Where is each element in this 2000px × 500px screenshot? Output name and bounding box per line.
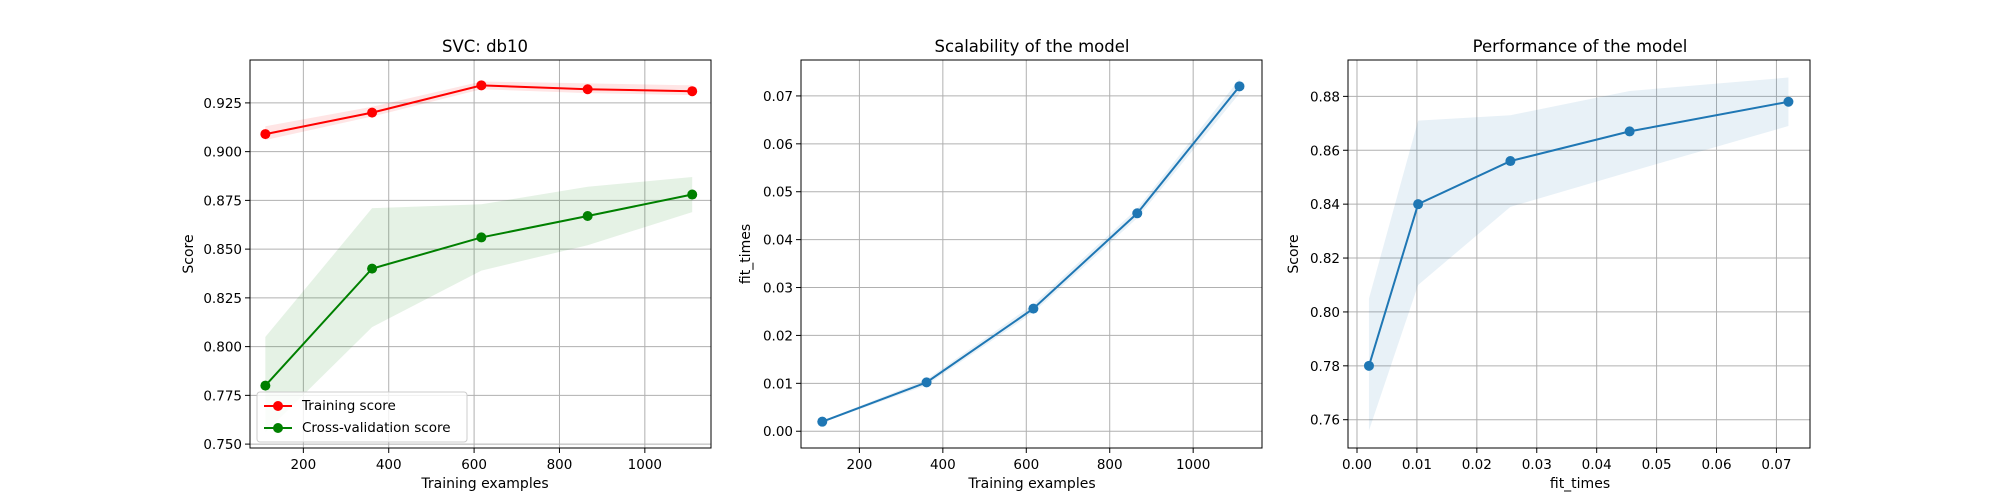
x-tick-label: 0.05 xyxy=(1642,457,1672,473)
x-tick-label: 800 xyxy=(1097,457,1123,473)
chart-scalability: 200 400 600 800 1000 0.00 0.01 0.02 0.03 0.04 0.05… xyxy=(738,37,1263,492)
y-tick-label: 0.02 xyxy=(763,328,793,344)
series-0-band xyxy=(265,81,693,140)
series-0-point xyxy=(1132,208,1143,219)
y-tick-label: 0.06 xyxy=(763,137,793,153)
series-0-point xyxy=(921,377,932,388)
series-1-band xyxy=(265,176,693,433)
y-tick-label: 0.775 xyxy=(203,388,242,404)
y-tick-label: 0.05 xyxy=(763,185,793,201)
series-0-band xyxy=(1368,77,1789,431)
series-0-point xyxy=(817,416,828,427)
x-tick-label: 1000 xyxy=(628,457,662,473)
plot-area: 0.00 0.01 0.02 0.03 0.04 0.05 0.06 0.07 0.76 0.78… xyxy=(1310,59,1811,473)
series-1-point xyxy=(687,189,698,200)
series-0-point xyxy=(260,129,271,140)
y-tick-label: 0.76 xyxy=(1310,413,1340,429)
y-tick-label: 0.07 xyxy=(763,89,793,105)
x-tick-label: 0.07 xyxy=(1761,457,1791,473)
series-1-point xyxy=(582,210,593,221)
x-tick-label: 0.04 xyxy=(1582,457,1612,473)
y-tick-label: 0.925 xyxy=(203,96,242,112)
y-tick-label: 0.78 xyxy=(1310,359,1340,375)
x-tick-label: 1000 xyxy=(1176,457,1210,473)
series-0-point xyxy=(687,86,698,97)
x-tick-label: 0.00 xyxy=(1342,457,1372,473)
x-tick-label: 0.06 xyxy=(1701,457,1731,473)
legend-box xyxy=(256,391,468,443)
axes-frame xyxy=(249,59,712,449)
series-0-point xyxy=(367,107,378,118)
y-tick-label: 0.86 xyxy=(1310,143,1340,159)
y-tick-label: 0.750 xyxy=(203,437,242,453)
y-tick-label: 0.800 xyxy=(203,340,242,356)
chart-title: Performance of the model xyxy=(1473,37,1688,56)
y-tick-label: 0.82 xyxy=(1310,251,1340,267)
x-axis-label: Training examples xyxy=(420,476,548,492)
y-axis-label: Score xyxy=(1286,234,1302,273)
x-tick-label: 600 xyxy=(1013,457,1039,473)
axes-frame xyxy=(1347,59,1811,449)
series-0-point xyxy=(1234,81,1245,92)
plot-area: 200 400 600 800 1000 0.750 0.775 0.800 0.825 0.85… xyxy=(203,59,712,473)
legend-training-marker xyxy=(273,401,283,411)
series-0-point xyxy=(1413,199,1424,210)
series-1-point xyxy=(476,232,487,243)
x-tick-label: 200 xyxy=(847,457,873,473)
x-tick-label: 0.03 xyxy=(1522,457,1552,473)
y-axis-label: fit_times xyxy=(738,224,754,284)
x-tick-label: 400 xyxy=(930,457,956,473)
legend-training-label: Training score xyxy=(301,398,396,414)
y-tick-label: 0.825 xyxy=(203,291,242,307)
series-1-point xyxy=(260,380,271,391)
chart-title: Scalability of the model xyxy=(935,37,1130,56)
chart-svc-learning-curve: 200 400 600 800 1000 0.750 0.775 0.800 0.825 0.85… xyxy=(181,37,712,492)
y-tick-label: 0.875 xyxy=(203,193,242,209)
chart-performance: 0.00 0.01 0.02 0.03 0.04 0.05 0.06 0.07 0.76 0.78… xyxy=(1286,37,1811,492)
x-tick-label: 400 xyxy=(376,457,402,473)
x-tick-label: 0.02 xyxy=(1462,457,1492,473)
x-tick-label: 0.01 xyxy=(1402,457,1432,473)
series-0-point xyxy=(1363,360,1374,371)
y-tick-label: 0.04 xyxy=(763,233,793,249)
y-tick-label: 0.88 xyxy=(1310,89,1340,105)
y-tick-label: 0.850 xyxy=(203,242,242,258)
y-tick-label: 0.80 xyxy=(1310,305,1340,321)
plot-area: 200 400 600 800 1000 0.00 0.01 0.02 0.03 0.04 0.05… xyxy=(763,59,1263,473)
y-tick-label: 0.00 xyxy=(763,424,793,440)
y-tick-label: 0.900 xyxy=(203,145,242,161)
y-tick-label: 0.03 xyxy=(763,281,793,297)
y-axis-label: Score xyxy=(181,234,197,273)
x-tick-label: 200 xyxy=(290,457,316,473)
y-tick-label: 0.84 xyxy=(1310,197,1340,213)
x-tick-label: 600 xyxy=(461,457,487,473)
series-0-point xyxy=(1783,96,1794,107)
series-0-point xyxy=(476,80,487,91)
series-0-point xyxy=(1028,303,1039,314)
legend: Training score Cross-validation score xyxy=(256,391,468,443)
x-axis-label: fit_times xyxy=(1550,476,1610,492)
series-0-point xyxy=(582,84,593,95)
series-0-point xyxy=(1505,156,1516,167)
axes-frame xyxy=(800,59,1263,449)
series-1-point xyxy=(367,263,378,274)
series-0-point xyxy=(1624,126,1635,137)
y-tick-label: 0.01 xyxy=(763,376,793,392)
x-axis-label: Training examples xyxy=(967,476,1095,492)
x-tick-label: 800 xyxy=(547,457,573,473)
legend-cv-marker xyxy=(273,423,283,433)
legend-cv-label: Cross-validation score xyxy=(302,420,451,436)
chart-title: SVC: db10 xyxy=(442,37,528,56)
